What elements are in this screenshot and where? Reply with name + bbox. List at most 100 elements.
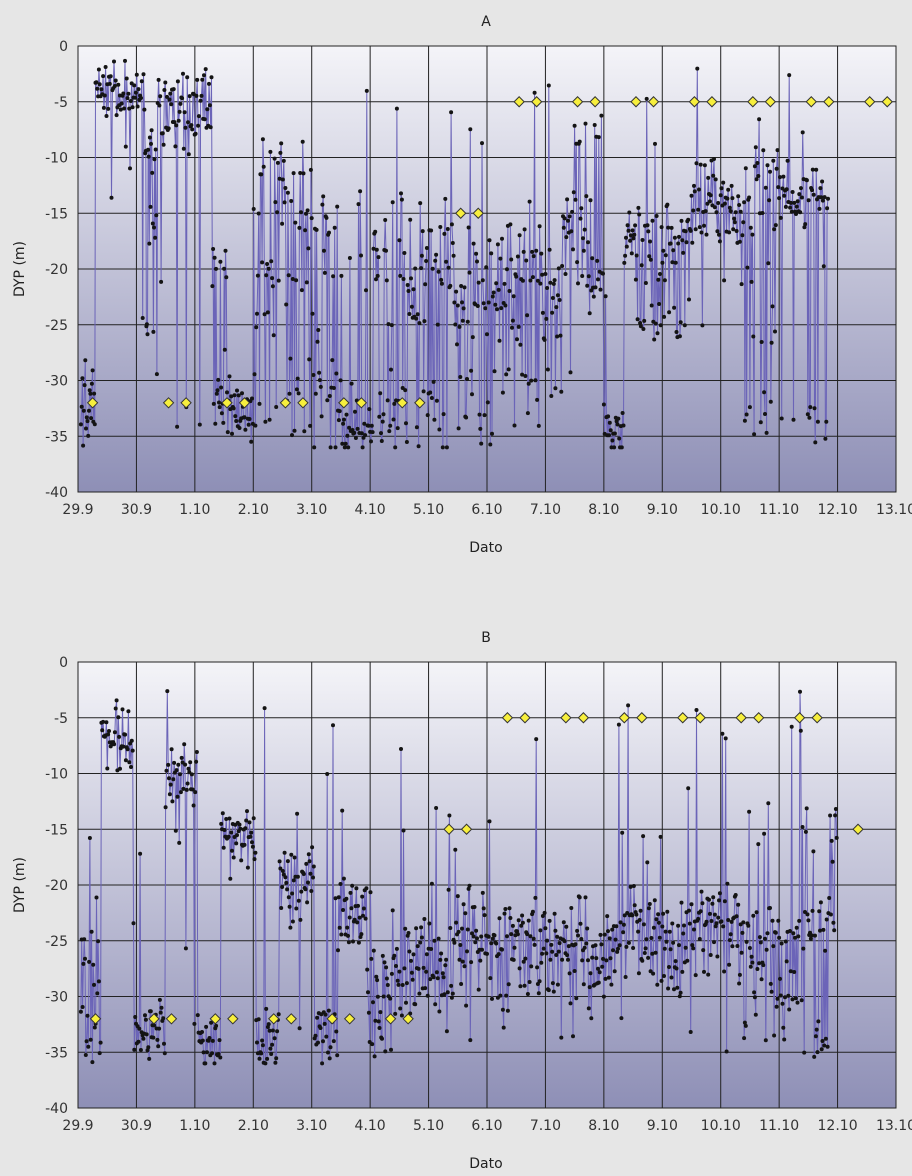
data-point [88,391,93,396]
data-point [278,150,283,155]
data-point [216,1052,221,1056]
data-point [222,828,227,832]
data-point [79,404,84,409]
data-point [98,1040,103,1045]
data-point [440,445,445,450]
data-point [652,337,657,342]
data-point [445,227,450,231]
data-point [166,126,171,131]
data-point [757,961,762,966]
data-point [632,903,637,908]
data-point [389,971,394,976]
data-point [113,706,118,711]
data-point [317,378,322,383]
data-point [391,417,396,422]
marker-diamond [811,712,823,724]
data-point [101,105,106,110]
data-point [223,248,228,253]
data-point [121,744,126,749]
data-point [338,378,343,383]
data-point [218,1055,223,1060]
data-point [253,850,258,855]
data-point [399,1013,404,1018]
data-point [163,80,168,85]
data-point [235,833,239,838]
data-point [624,944,629,949]
data-point [516,324,521,329]
data-point [769,340,774,345]
data-point [566,957,570,962]
data-point [615,422,620,427]
y-tick-label: -35 [45,1045,68,1061]
data-point [582,227,587,232]
data-point [616,416,621,421]
data-point [278,866,283,871]
data-point [233,414,238,419]
data-point [612,969,617,974]
data-point [298,917,303,922]
data-point [102,93,107,98]
data-point [376,255,381,260]
data-point [78,1009,83,1014]
chart-b-ylabel: DYP (m) [12,857,28,913]
data-point [393,445,398,450]
data-point [360,445,365,450]
data-point [826,196,830,201]
data-point [145,332,150,337]
data-point [470,931,474,936]
data-point [464,415,469,420]
data-point [696,916,701,921]
data-point [299,210,303,215]
data-point [658,272,662,276]
marker-diamond [402,1013,414,1025]
chart-b-title: B [481,630,491,646]
data-point [716,915,721,920]
data-point [813,933,817,938]
data-point [623,975,628,979]
data-point [461,306,466,311]
data-point [770,304,775,309]
data-point [179,755,184,760]
data-point [92,982,96,987]
data-point [421,965,426,970]
data-point [209,75,214,80]
data-point [833,807,838,811]
data-point [120,707,125,712]
data-point [509,932,514,937]
data-point [449,995,454,1000]
data-point [474,928,479,933]
data-point [772,1033,777,1038]
data-point [780,1001,785,1006]
data-point [561,920,566,925]
data-point [822,195,827,200]
data-point [212,1061,217,1066]
data-point [313,391,318,396]
data-point [197,422,202,427]
data-point [210,1051,214,1056]
data-point [692,927,696,932]
data-point [757,935,762,940]
data-point [530,275,535,280]
data-point [747,809,752,814]
data-point [450,991,455,996]
data-point [732,216,737,221]
data-point [340,441,345,446]
data-point [313,1033,318,1038]
data-point [237,822,242,827]
data-point [452,300,457,305]
data-point [753,1012,758,1017]
data-point [347,915,352,920]
data-point [306,880,310,885]
data-point [301,171,306,176]
data-point [85,1013,90,1018]
data-point [207,103,212,108]
data-point [672,987,676,992]
marker-diamond [414,397,426,409]
data-point [824,419,829,424]
data-point [544,316,549,321]
data-point [501,1025,506,1030]
data-point [799,998,804,1003]
data-point [761,963,766,968]
data-point [96,979,101,984]
data-point [213,421,218,426]
